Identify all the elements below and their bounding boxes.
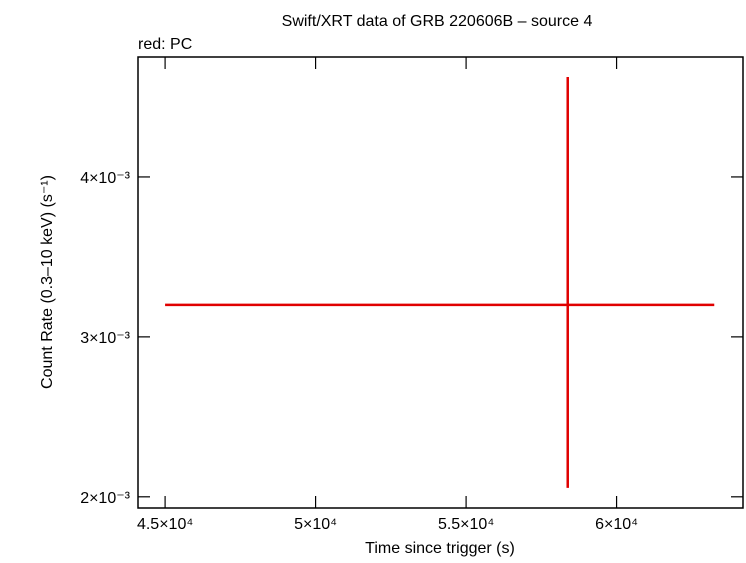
- y-tick-label: 3×10⁻³: [80, 330, 130, 347]
- y-tick-label: 4×10⁻³: [80, 170, 130, 187]
- x-tick-label: 4.5×10⁴: [137, 516, 193, 533]
- x-tick-label: 6×10⁴: [595, 516, 638, 533]
- y-axis-label: Count Rate (0.3–10 keV) (s⁻¹): [39, 175, 56, 389]
- plot-frame: [137, 56, 744, 509]
- chart-title: Swift/XRT data of GRB 220606B – source 4: [282, 13, 593, 30]
- x-axis-label: Time since trigger (s): [365, 540, 515, 557]
- x-tick-label: 5×10⁴: [294, 516, 337, 533]
- chart-subtitle: red: PC: [138, 36, 192, 53]
- y-tick-label: 2×10⁻³: [80, 490, 130, 507]
- x-tick-label: 5.5×10⁴: [438, 516, 494, 533]
